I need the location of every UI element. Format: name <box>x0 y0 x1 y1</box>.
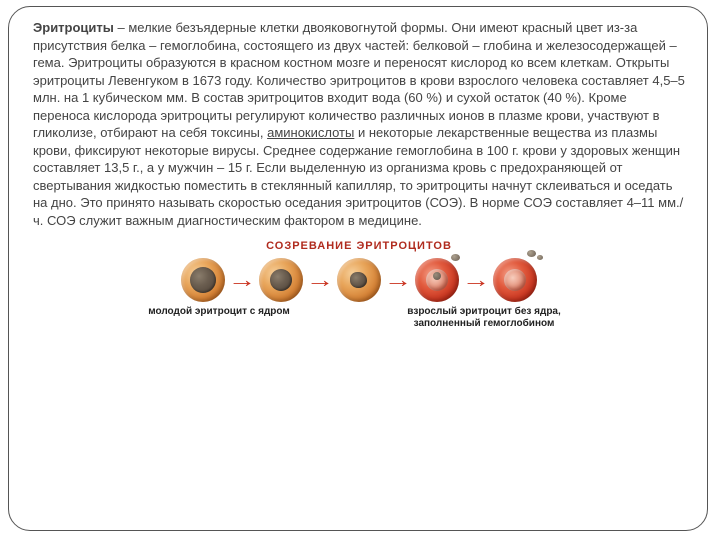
stage-3-young <box>337 258 381 302</box>
caption-young: молодой эритроцит с ядром <box>134 306 304 330</box>
main-paragraph: Эритроциты – мелкие безъядерные клетки д… <box>33 19 685 230</box>
figure-title: СОЗРЕВАНИЕ ЭРИТРОЦИТОВ <box>33 240 685 252</box>
arrow-icon: → <box>228 269 257 291</box>
stage-4-ejecting <box>415 258 459 302</box>
caption-mature: взрослый эритроцит без ядра, заполненный… <box>384 306 584 330</box>
stage-5-mature <box>493 258 537 302</box>
maturation-figure: СОЗРЕВАНИЕ ЭРИТРОЦИТОВ → → → → <box>33 240 685 330</box>
arrow-icon: → <box>384 269 413 291</box>
stages-row: → → → → <box>33 258 685 302</box>
arrow-icon: → <box>306 269 335 291</box>
figure-captions: молодой эритроцит с ядром взрослый эритр… <box>33 306 685 330</box>
text-part-1: – мелкие безъядерные клетки двояковогнут… <box>33 20 685 140</box>
arrow-icon: → <box>462 269 491 291</box>
stage-1-young <box>181 258 225 302</box>
underlined-term: аминокислоты <box>267 125 354 140</box>
content-frame: Эритроциты – мелкие безъядерные клетки д… <box>8 6 708 531</box>
stage-2-young <box>259 258 303 302</box>
lead-term: Эритроциты <box>33 20 114 35</box>
text-part-2: и некоторые лекарственные вещества из пл… <box>33 125 683 228</box>
